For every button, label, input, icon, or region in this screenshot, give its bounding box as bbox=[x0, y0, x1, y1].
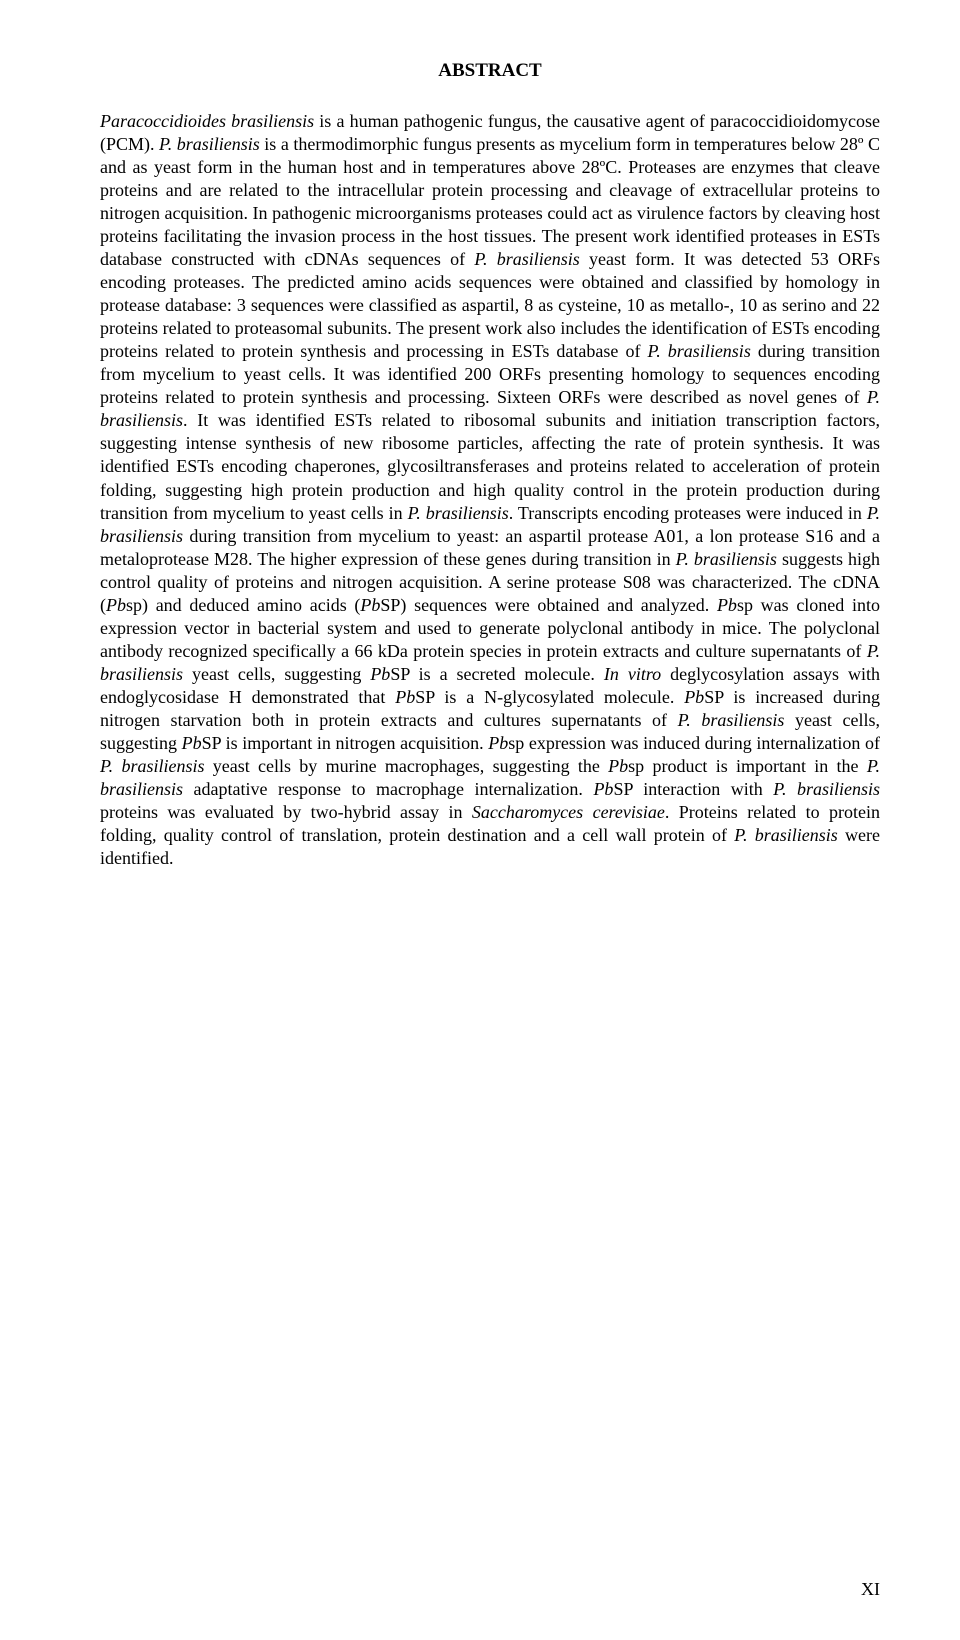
page-number: XI bbox=[861, 1579, 880, 1600]
abstract-body: Paracoccidioides brasiliensis is a human… bbox=[100, 110, 880, 870]
abstract-title: ABSTRACT bbox=[100, 60, 880, 82]
